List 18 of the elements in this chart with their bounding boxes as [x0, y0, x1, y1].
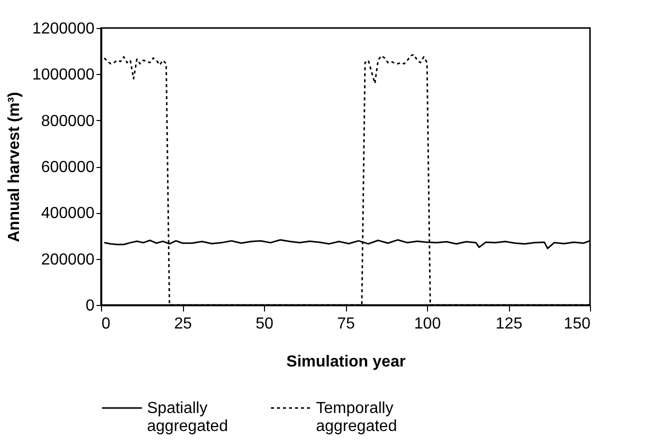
y-tick-label: 1000000: [32, 66, 95, 84]
legend-label: Temporally aggregated: [316, 400, 397, 435]
x-tick-label: 125: [496, 316, 522, 332]
x-tick-label: 50: [256, 316, 274, 332]
x-tick-label: 100: [414, 316, 441, 332]
y-tick-label: 600000: [41, 159, 95, 176]
y-tick-label: 0: [86, 298, 95, 314]
y-tick-label: 200000: [41, 251, 95, 268]
x-tick-label: 25: [174, 316, 192, 332]
x-axis-title: Simulation year: [286, 354, 406, 370]
x-tick-label: 75: [337, 316, 355, 332]
legend-label: Spatially aggregated: [147, 400, 228, 435]
y-tick-label: 400000: [41, 205, 95, 222]
y-tick-label: 800000: [41, 112, 95, 130]
x-tick-label: 0: [102, 316, 110, 332]
x-tick-label: 150: [564, 316, 591, 332]
y-tick-label: 1200000: [32, 20, 95, 38]
y-axis-title: Annual harvest (m³): [6, 92, 24, 242]
